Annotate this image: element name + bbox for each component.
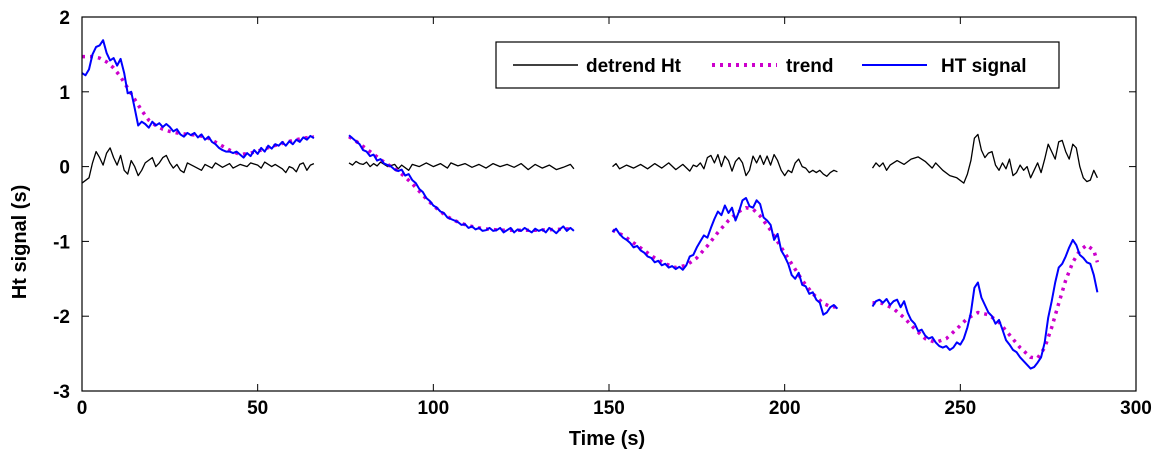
series-line-segment xyxy=(82,147,315,184)
series-line-segment xyxy=(871,133,1098,184)
y-tick-label: 2 xyxy=(59,8,70,29)
plot-area: 0 50 100 150 200 250 300 -3 -2 -1 0 1 2 xyxy=(53,8,1152,419)
series-line-segment xyxy=(612,153,838,177)
legend-box xyxy=(495,41,1060,89)
series-line-segment xyxy=(611,197,839,316)
legend-label-detrend: detrend Ht xyxy=(586,56,682,77)
x-tick-label: 100 xyxy=(417,398,449,419)
x-tick-label: 250 xyxy=(944,398,976,419)
x-tick-label: 150 xyxy=(593,398,625,419)
y-tick-label: 1 xyxy=(59,83,70,104)
x-tick-label: 200 xyxy=(769,398,801,419)
y-tick-label: 0 xyxy=(59,158,70,179)
series-line-segment xyxy=(872,243,1100,360)
series-line-segment xyxy=(348,135,574,232)
y-tick-label: -1 xyxy=(53,232,70,253)
x-tick-label: 300 xyxy=(1120,398,1152,419)
x-axis-title: Time (s) xyxy=(569,428,645,450)
y-tick-label: -3 xyxy=(53,382,70,403)
x-tick-label: 50 xyxy=(247,398,268,419)
series-line-segment xyxy=(348,134,575,235)
series-line-segment xyxy=(871,238,1099,370)
x-tick-label: 0 xyxy=(77,398,88,419)
series-line-segment xyxy=(348,160,575,171)
series-detrend-ht xyxy=(82,133,1098,184)
legend-label-ht-signal: HT signal xyxy=(941,56,1027,77)
legend-label-trend: trend xyxy=(786,56,834,77)
y-tick-label: -2 xyxy=(53,307,70,328)
series-ht-signal xyxy=(82,39,1099,370)
series-line-segment xyxy=(82,39,315,159)
y-axis-title: Ht signal (s) xyxy=(9,185,31,299)
legend: detrend Ht trend HT signal xyxy=(495,41,1060,89)
